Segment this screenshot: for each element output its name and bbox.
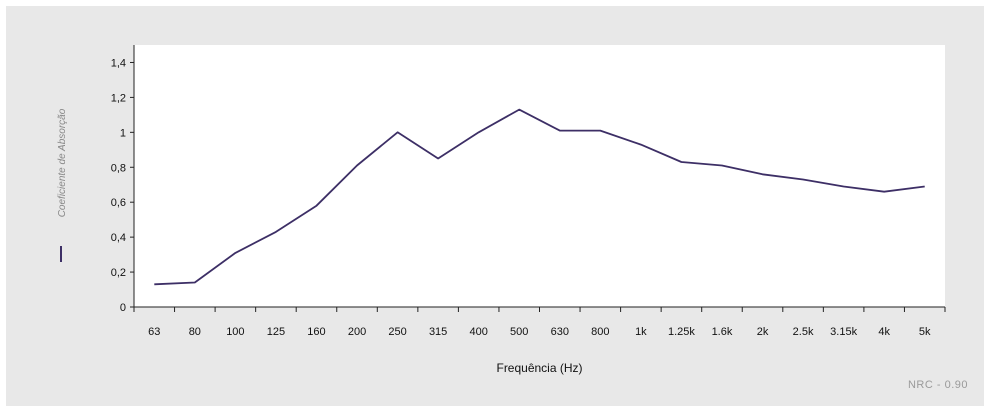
nrc-annotation: NRC - 0.90: [908, 379, 968, 391]
y-tick-label: 1,4: [111, 57, 126, 69]
x-tick-label: 100: [226, 326, 244, 338]
x-tick-label: 3.15k: [830, 326, 857, 338]
x-tick-label: 250: [388, 326, 406, 338]
y-ticks: 0 0,2 0,4 0,6 0,8 1 1,2 1,4: [111, 57, 134, 314]
x-tick-label: 1.6k: [712, 326, 733, 338]
x-tick-label: 63: [148, 326, 160, 338]
x-tick-label: 400: [469, 326, 487, 338]
x-tick-label: 200: [348, 326, 366, 338]
x-tick-label: 2k: [757, 326, 769, 338]
y-axis-title: Coeficiente de Absorção: [57, 108, 68, 217]
x-tick-label: 1.25k: [668, 326, 695, 338]
data-points: [154, 109, 925, 285]
x-tick-label: 800: [591, 326, 609, 338]
y-tick-label: 0,2: [111, 267, 126, 279]
x-tick-label: 315: [429, 326, 447, 338]
y-tick-label: 1: [120, 127, 126, 139]
y-tick-label: 0,8: [111, 162, 126, 174]
x-ticks: 63 80 100 125 160 200 250 315 400 500 630 800 1k 1.25…: [133, 307, 946, 338]
y-tick-label: 0,4: [111, 232, 126, 244]
x-tick-label: 500: [510, 326, 528, 338]
y-tick-label: 0,6: [111, 197, 126, 209]
x-tick-label: 4k: [878, 326, 890, 338]
x-tick-label: 80: [189, 326, 201, 338]
series-line: [154, 108, 925, 286]
x-tick-label: 5k: [919, 326, 931, 338]
x-tick-label: 1k: [635, 326, 647, 338]
x-tick-label: 630: [551, 326, 569, 338]
y-tick-label: 0: [120, 302, 126, 314]
x-axis-title: Frequência (Hz): [496, 361, 582, 375]
x-tick-label: 2.5k: [793, 326, 814, 338]
plot-area: [134, 45, 945, 307]
y-tick-label: 1,2: [111, 92, 126, 104]
x-tick-label: 125: [267, 326, 285, 338]
x-tick-label: 160: [307, 326, 325, 338]
